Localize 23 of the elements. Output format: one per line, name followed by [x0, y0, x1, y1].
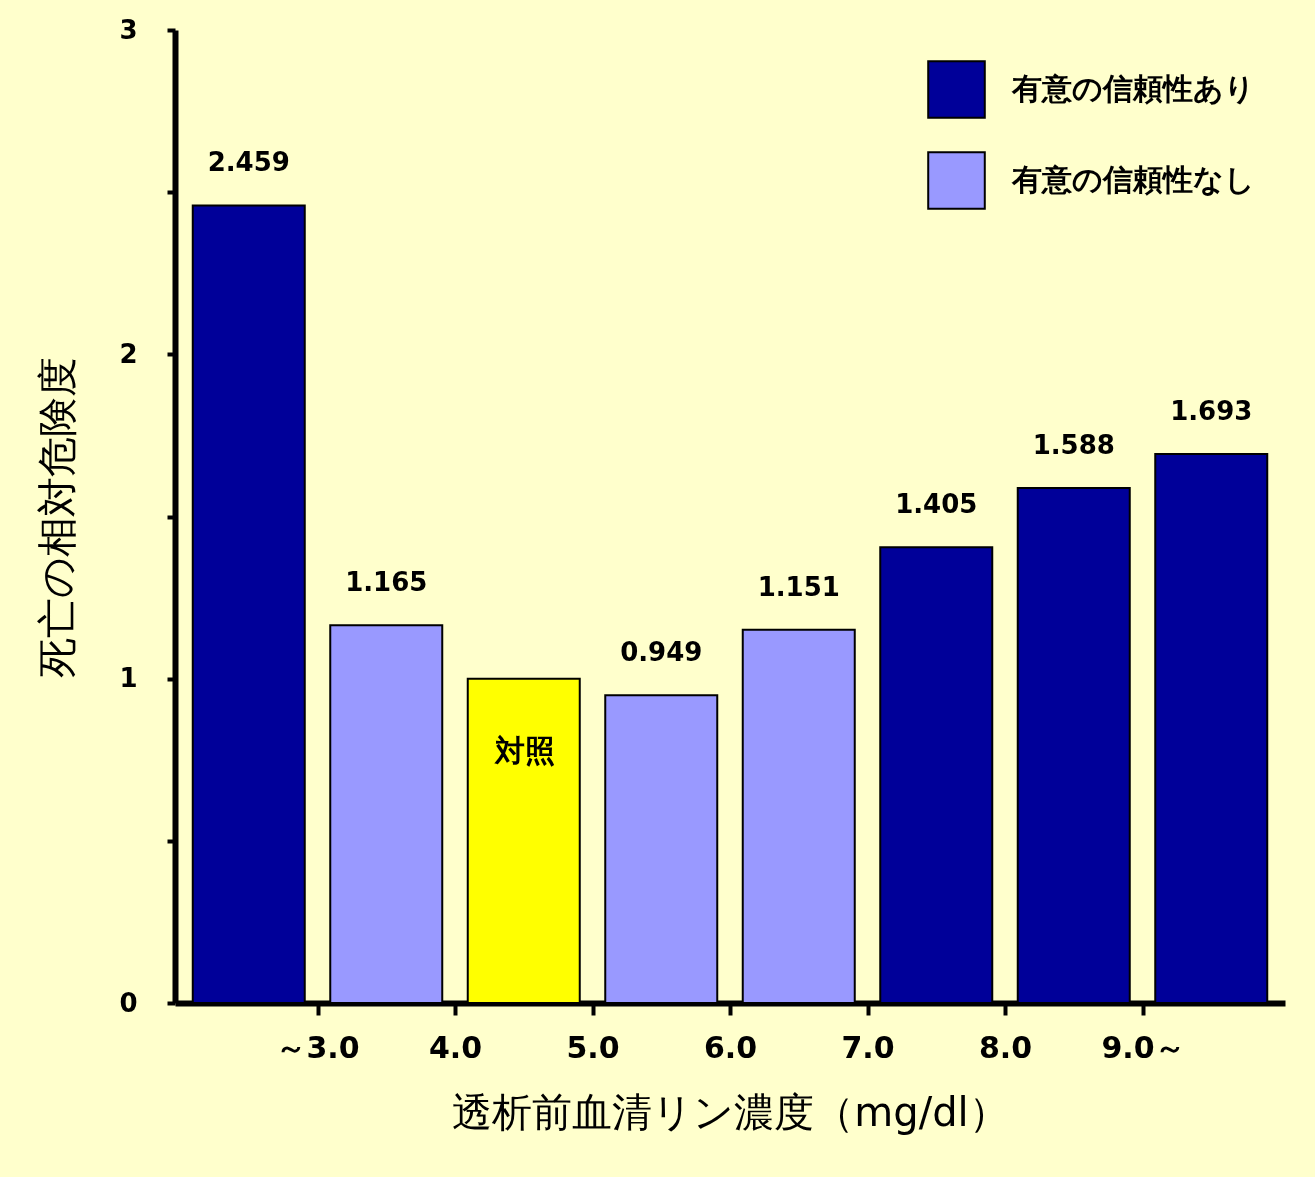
y-axis-title: 死亡の相対危険度 [34, 356, 81, 678]
x-tick-label: 6.0 [703, 1029, 758, 1065]
annotation: 対照 [494, 733, 555, 768]
legend-label: 有意の信頼性あり [1011, 70, 1255, 106]
x-tick-label: 9.0～ [1101, 1029, 1185, 1065]
y-tick-label: 2 [119, 338, 138, 369]
x-tick-label: 5.0 [566, 1029, 620, 1065]
x-tick-label: 7.0 [841, 1029, 895, 1065]
data-label: 1.405 [895, 489, 978, 520]
legend-label: 有意の信頼性なし [1011, 161, 1255, 197]
data-label: 1.165 [345, 567, 428, 598]
data-label: 1.588 [1032, 429, 1115, 460]
data-label: 0.949 [620, 637, 703, 668]
data-label: 1.151 [757, 571, 840, 602]
data-label: 2.459 [207, 147, 290, 178]
x-tick-label: ～3.0 [276, 1029, 360, 1065]
x-tick-label: 4.0 [428, 1029, 483, 1065]
x-axis-title: 透析前血清リン濃度（mg/dl） [452, 1088, 1009, 1135]
y-tick-label: 0 [119, 987, 138, 1018]
x-tick-label: 8.0 [978, 1029, 1033, 1065]
data-label: 1.693 [1170, 395, 1253, 426]
y-tick-label: 1 [119, 663, 138, 694]
y-tick-label: 3 [119, 14, 138, 45]
